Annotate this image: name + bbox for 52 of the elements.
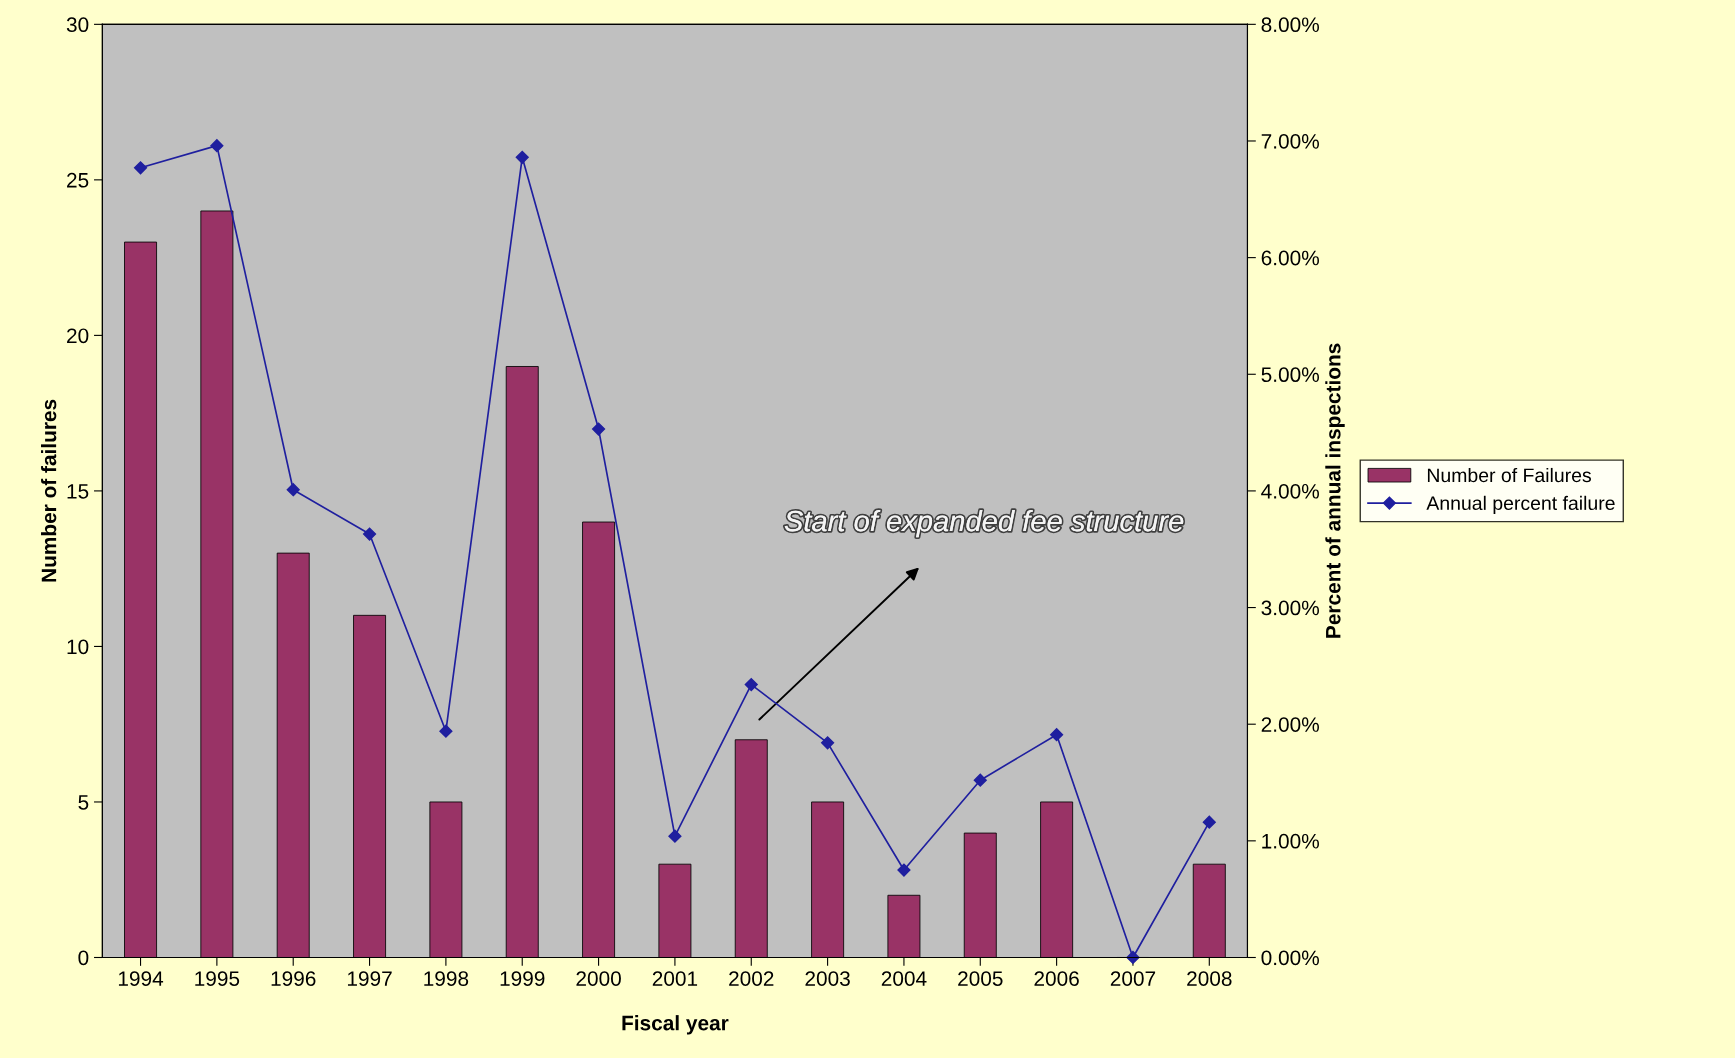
x-tick-label: 1998 xyxy=(424,971,469,986)
x-tick-label: 1995 xyxy=(195,971,240,986)
y2-tick-label: 3.00% xyxy=(1261,600,1319,616)
point xyxy=(515,150,529,164)
x-tick-label: 2004 xyxy=(881,971,927,986)
x-tick-label: 2001 xyxy=(652,971,698,986)
y-tick-label: 10 xyxy=(67,639,89,655)
y2-tick-label: 4.00% xyxy=(1261,483,1319,499)
x-tick-label: 2003 xyxy=(805,971,850,986)
y-tick-label: 20 xyxy=(67,328,89,344)
y2-tick-label: 6.00% xyxy=(1261,250,1319,266)
point xyxy=(1202,815,1216,829)
x-tick-label: 1999 xyxy=(500,971,545,986)
y-tick-label: 30 xyxy=(66,17,89,33)
y2-tick-label: 0.00% xyxy=(1261,950,1319,966)
point xyxy=(744,677,758,692)
annotation: Start of expanded fee structure xyxy=(784,509,1184,538)
x-tick-label: 2000 xyxy=(576,971,621,986)
x-tick-label: 1997 xyxy=(347,971,392,986)
point xyxy=(897,863,911,877)
x-tick-label: 1994 xyxy=(118,971,164,986)
y2-tick-label: 7.00% xyxy=(1261,133,1319,149)
x-tick-label: 2005 xyxy=(958,971,1003,986)
point xyxy=(668,829,682,843)
x-axis-title: Fiscal year xyxy=(622,1015,729,1035)
x-tick-label: 2008 xyxy=(1187,971,1232,986)
y-tick-label: 0 xyxy=(78,950,89,966)
x-tick-label: 2007 xyxy=(1110,971,1156,986)
point xyxy=(821,736,835,750)
x-tick-label: 2006 xyxy=(1034,971,1079,986)
y-tick-label: 5 xyxy=(78,795,89,810)
point xyxy=(210,139,224,153)
point xyxy=(591,422,606,436)
y2-tick-label: 8.00% xyxy=(1261,17,1319,33)
point xyxy=(439,724,453,738)
y2-tick-label: 1.00% xyxy=(1262,833,1319,849)
x-tick-label: 2002 xyxy=(729,971,774,986)
point xyxy=(133,161,148,175)
y-tick-label: 15 xyxy=(67,484,89,499)
point xyxy=(286,483,300,497)
point xyxy=(1126,950,1140,965)
legend-label: Number of Failures xyxy=(1427,467,1591,483)
point xyxy=(973,773,987,787)
y-axis-title: Number of failures xyxy=(41,399,57,582)
point xyxy=(1050,728,1064,742)
y2-tick-label: 2.00% xyxy=(1261,717,1319,732)
y2-tick-label: 5.00% xyxy=(1261,367,1319,383)
legend-label: Annual percent failure xyxy=(1426,495,1615,514)
x-tick-label: 1996 xyxy=(271,971,316,986)
y-tick-label: 25 xyxy=(67,172,89,188)
y2-axis-title: Percent of annual inspections xyxy=(1325,343,1345,638)
point xyxy=(362,527,377,541)
